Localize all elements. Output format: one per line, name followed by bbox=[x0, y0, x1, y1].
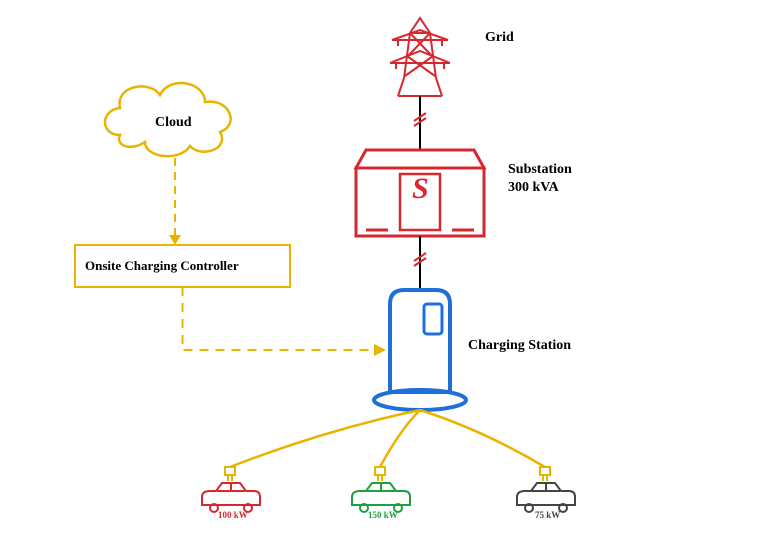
substation-label-2: 300 kVA bbox=[508, 180, 559, 196]
cloud-label: Cloud bbox=[155, 115, 192, 131]
controller-label: Onsite Charging Controller bbox=[85, 258, 239, 274]
car-3-power: 75 kW bbox=[535, 510, 560, 520]
substation-label-1: Substation bbox=[508, 162, 572, 178]
car-1-power: 100 kW bbox=[218, 510, 248, 520]
charging-station-label: Charging Station bbox=[468, 338, 571, 354]
substation-glyph: S bbox=[412, 172, 429, 206]
grid-label: Grid bbox=[485, 30, 514, 46]
car-2-power: 150 kW bbox=[368, 510, 398, 520]
